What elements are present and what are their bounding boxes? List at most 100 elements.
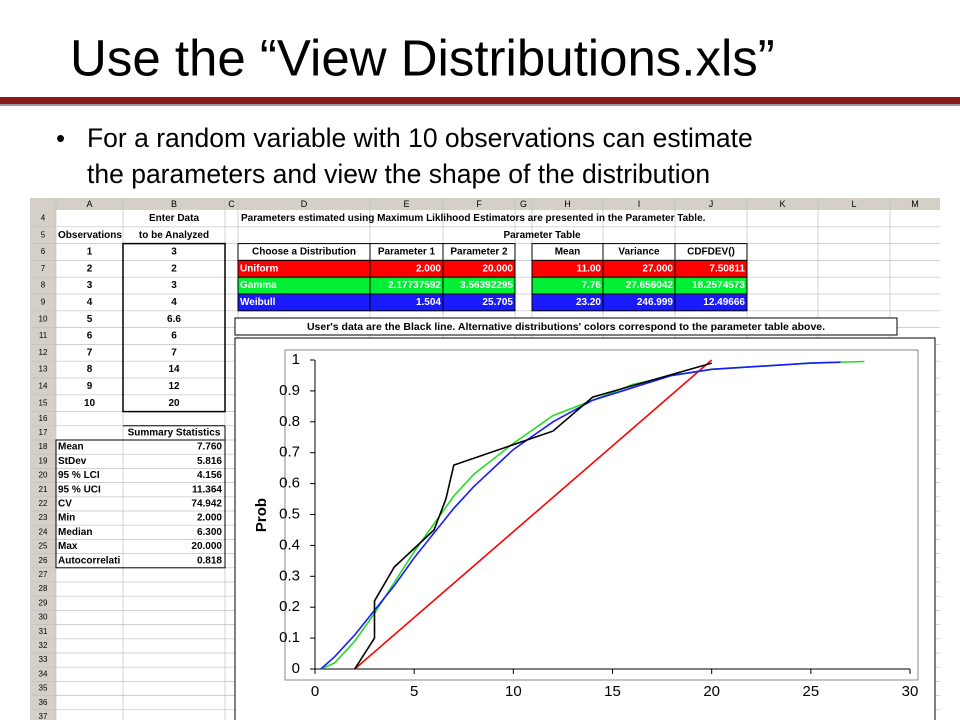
- cell-text: 7: [171, 347, 177, 358]
- cell-fill: [370, 260, 443, 278]
- cell-text: Choose a Distribution: [252, 247, 356, 258]
- cell-text: 74.942: [191, 499, 222, 510]
- cell-border: [442, 293, 516, 312]
- cell-fill: [675, 260, 747, 278]
- cell-fill: [532, 277, 603, 294]
- bullet-line: the parameters and view the shape of the…: [87, 159, 710, 189]
- cell-text: 246.999: [637, 297, 674, 308]
- column-header: F: [476, 199, 482, 209]
- column-header: H: [564, 199, 571, 209]
- data-box: [122, 242, 226, 413]
- cell-fill: [370, 294, 443, 311]
- cell-text: 4: [87, 297, 93, 308]
- column-header: B: [171, 199, 177, 209]
- cell-text: 6.300: [197, 527, 222, 538]
- row-header: 27: [39, 570, 48, 579]
- cell-text: 2.17737592: [388, 280, 441, 291]
- cell-text: Variance: [618, 247, 660, 258]
- row-header: 5: [41, 230, 46, 239]
- cell-text: 7.76: [582, 280, 602, 291]
- column-header: D: [301, 199, 308, 209]
- cell-text: 20.000: [482, 263, 513, 274]
- cell-text: 2.000: [416, 263, 441, 274]
- cell-text: CV: [58, 499, 72, 510]
- cell-fill: [238, 260, 370, 278]
- cell-text: 5: [87, 314, 93, 325]
- cell-fill: [443, 277, 515, 294]
- cell-text: 2.000: [197, 513, 222, 524]
- series-line: [354, 359, 713, 670]
- cell-text: 11.364: [192, 484, 222, 495]
- cell-text: 27.656042: [626, 280, 674, 291]
- y-tick-label: 0.9: [279, 382, 300, 399]
- row-header: 18: [39, 442, 48, 451]
- column-header: G: [520, 199, 527, 209]
- chart-caption: User's data are the Black line. Alternat…: [307, 321, 825, 333]
- column-header: C: [228, 199, 235, 209]
- cell-text: 20.000: [191, 541, 222, 552]
- row-header: 16: [39, 414, 48, 423]
- row-header: 8: [41, 281, 46, 290]
- cell-text: CDFDEV(): [687, 247, 735, 258]
- cell-text: 4: [171, 297, 177, 308]
- cell-text: 1: [87, 247, 93, 258]
- cell-text: 8: [87, 364, 93, 375]
- column-header: E: [403, 199, 409, 209]
- y-tick-label: 1: [292, 351, 300, 368]
- cell-text: 14: [168, 364, 180, 375]
- cell-text: 10: [84, 398, 96, 409]
- cell-text: 6: [171, 331, 177, 342]
- row-header: 21: [39, 485, 48, 494]
- y-tick-label: 0.1: [279, 629, 300, 646]
- cell-fill: [603, 294, 675, 311]
- y-tick-label: 0.2: [279, 598, 300, 615]
- series-line: [320, 361, 841, 670]
- cell-text: 7: [87, 347, 93, 358]
- plot-frame: [284, 349, 919, 681]
- row-header: 14: [39, 382, 48, 391]
- cell-fill: [603, 260, 675, 278]
- row-header: 37: [39, 712, 48, 720]
- row-header: 15: [39, 398, 48, 407]
- row-header: 34: [39, 669, 48, 678]
- row-header: 10: [39, 314, 48, 323]
- y-tick-label: 0.7: [279, 444, 300, 461]
- x-tick-label: 5: [410, 683, 418, 700]
- cell-text: 11.00: [577, 263, 602, 274]
- cell-text: 23.20: [576, 297, 601, 308]
- row-header: 20: [39, 471, 48, 480]
- cell-text: 7.50811: [709, 263, 745, 274]
- x-tick-label: 15: [604, 683, 621, 700]
- cell-text: 3: [87, 280, 93, 291]
- cell-text: Uniform: [240, 263, 278, 274]
- series-line: [354, 362, 712, 670]
- column-header: I: [638, 199, 641, 209]
- cell-text: StDev: [58, 456, 87, 467]
- row-header: 19: [39, 456, 48, 465]
- cell-text: 2: [171, 263, 177, 274]
- x-tick-label: 30: [902, 683, 919, 700]
- title-rule: [0, 97, 960, 104]
- column-header: J: [709, 199, 714, 209]
- cell-text: 20: [168, 398, 180, 409]
- column-header-bar: [30, 198, 940, 210]
- cell-text: 9: [87, 381, 93, 392]
- cell-fill: [603, 277, 675, 294]
- row-header: 35: [39, 684, 48, 693]
- row-header: 12: [39, 348, 48, 357]
- cell-fill: [675, 277, 747, 294]
- bullet-line: For a random variable with 10 observatio…: [87, 123, 753, 153]
- row-header: 25: [39, 542, 48, 551]
- slide-title: Use the “View Distributions.xls”: [70, 29, 775, 86]
- cell-text: 12.49666: [703, 297, 745, 308]
- x-tick-label: 25: [802, 683, 819, 700]
- row-header: 9: [41, 298, 46, 307]
- y-tick-label: 0.6: [279, 475, 300, 492]
- stats-box: [55, 439, 226, 569]
- column-header: A: [86, 199, 92, 209]
- cell-text: Summary Statistics: [128, 428, 221, 439]
- cell-text: 3.56392295: [460, 280, 513, 291]
- cell-text: 95 % UCI: [58, 484, 101, 495]
- cell-fill: [443, 260, 515, 278]
